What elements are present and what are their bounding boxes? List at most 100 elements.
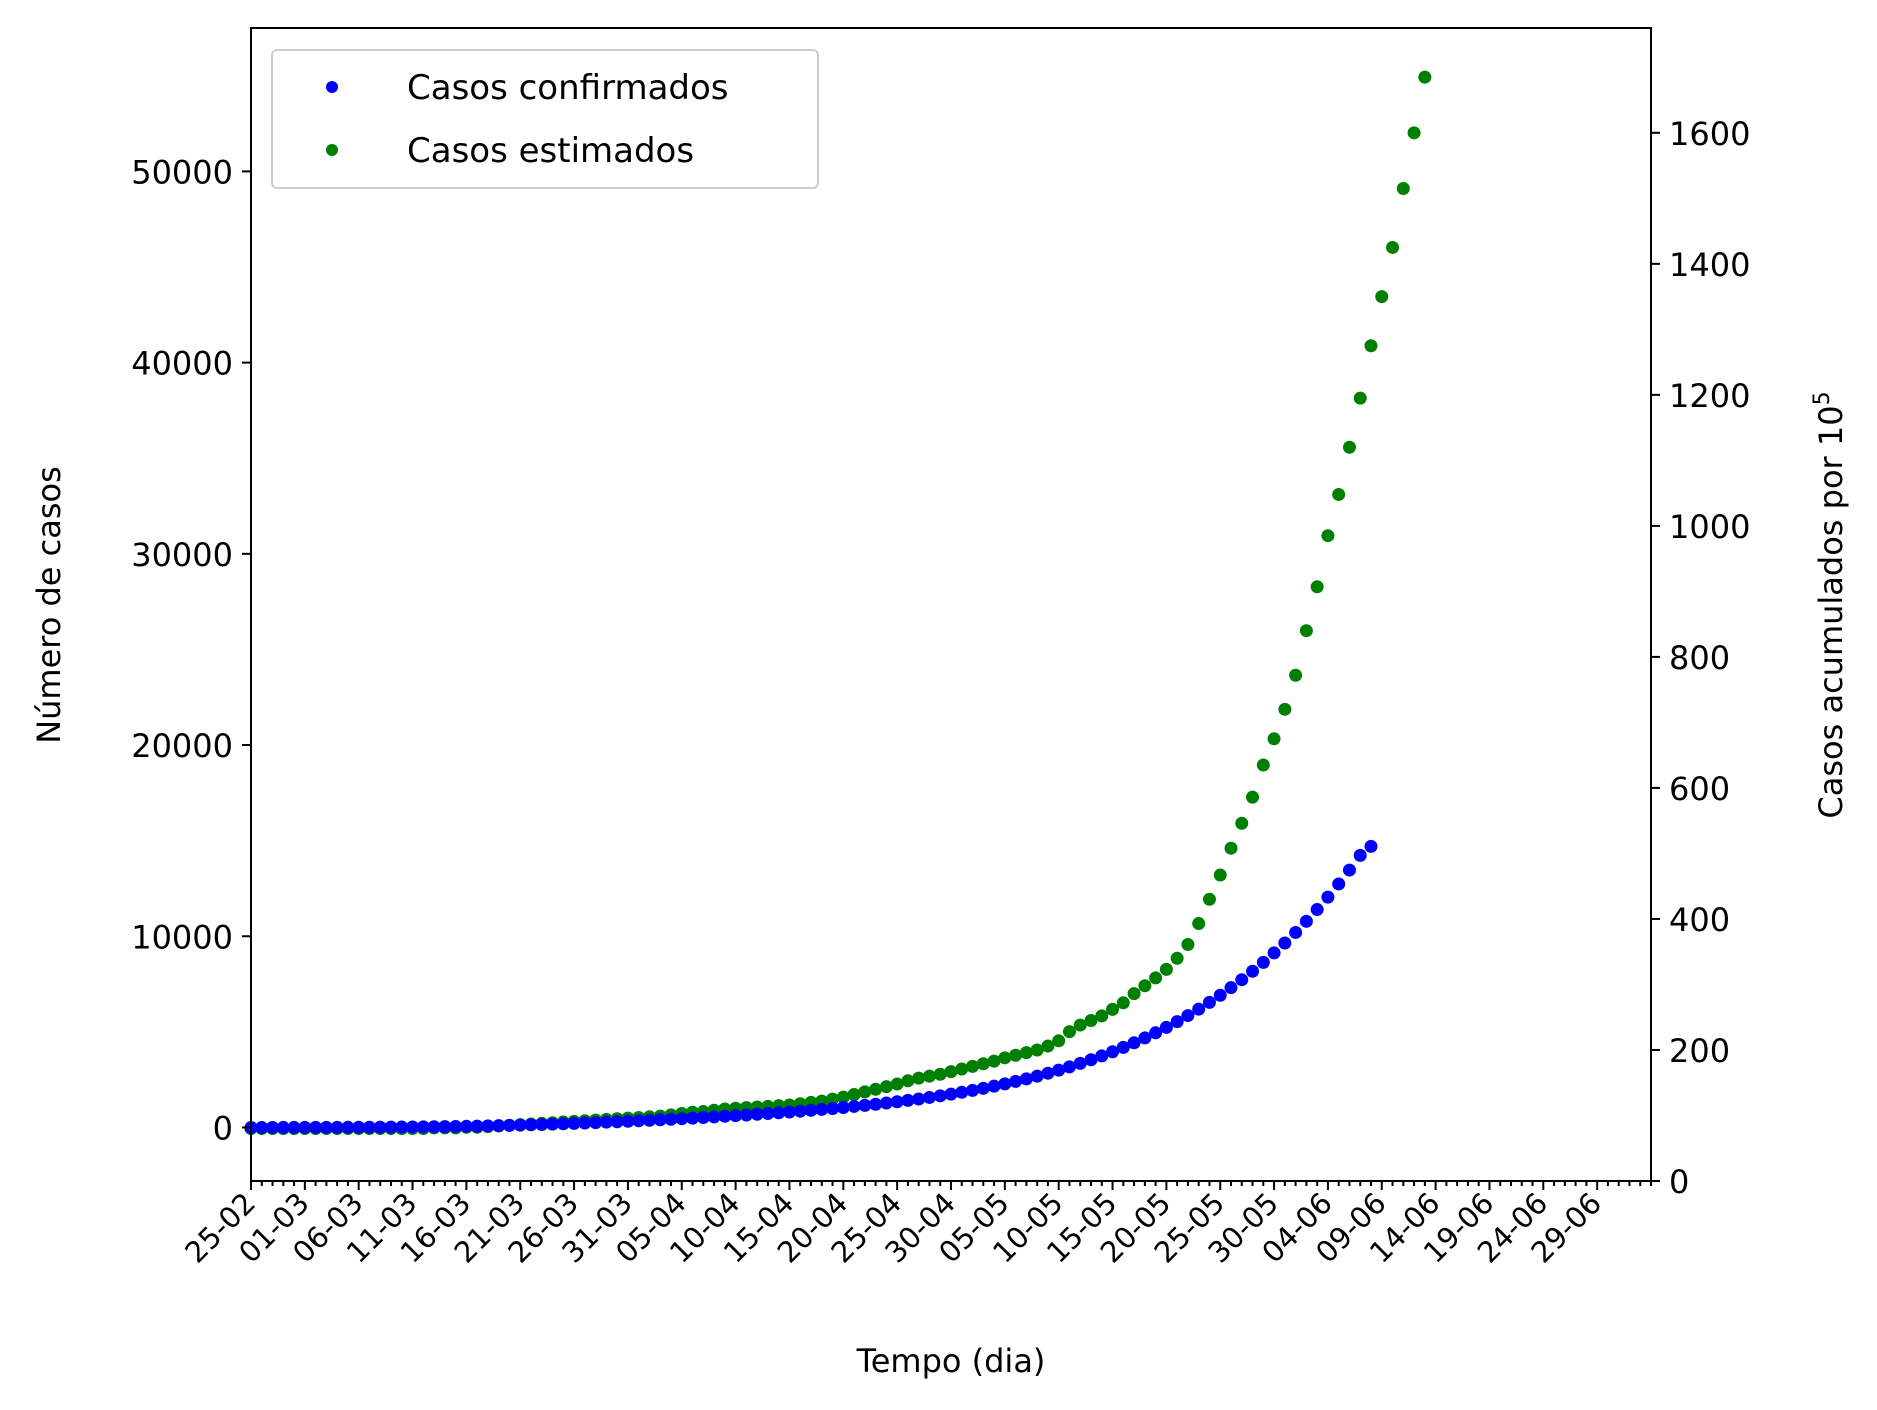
estimados-point	[955, 1062, 969, 1076]
confirmados-point	[1149, 1026, 1163, 1040]
confirmados-point	[696, 1111, 710, 1125]
confirmados-point	[578, 1116, 592, 1130]
confirmados-point	[815, 1102, 829, 1116]
confirmados-point	[1332, 877, 1346, 891]
confirmados-point	[718, 1109, 732, 1123]
estimados-point	[890, 1077, 904, 1091]
estimados-point	[1386, 240, 1400, 254]
confirmados-point	[890, 1095, 904, 1109]
confirmados-point	[1342, 863, 1356, 877]
estimados-point	[1407, 126, 1421, 140]
estimados-point	[869, 1082, 883, 1096]
confirmados-point	[976, 1081, 990, 1095]
right-axis-label: Casos acumulados por 105	[1810, 391, 1850, 818]
confirmados-point	[826, 1101, 840, 1115]
confirmados-point	[373, 1120, 387, 1134]
estimados-point	[1235, 816, 1249, 830]
confirmados-point	[922, 1090, 936, 1104]
confirmados-point	[330, 1120, 344, 1134]
legend-marker-casos-confirmados	[326, 81, 338, 93]
confirmados-point	[1246, 964, 1260, 978]
confirmados-point	[298, 1120, 312, 1134]
estimados-point	[1342, 440, 1356, 454]
estimados-point	[1106, 1002, 1120, 1016]
estimados-point	[987, 1054, 1001, 1068]
estimados-point	[1321, 529, 1335, 543]
estimados-point	[1073, 1018, 1087, 1032]
estimados-point	[1095, 1009, 1109, 1023]
confirmados-point	[492, 1119, 506, 1133]
confirmados-point	[556, 1117, 570, 1131]
estimados-point	[1030, 1043, 1044, 1057]
estimados-point	[1396, 182, 1410, 196]
confirmados-point	[1138, 1031, 1152, 1045]
confirmados-point	[879, 1096, 893, 1110]
estimados-point	[1299, 624, 1313, 638]
confirmados-point	[449, 1119, 463, 1133]
estimados-point	[922, 1069, 936, 1083]
estimados-point	[1138, 979, 1152, 993]
confirmados-point	[836, 1100, 850, 1114]
confirmados-point	[1106, 1045, 1120, 1059]
confirmados-point	[1192, 1002, 1206, 1016]
estimados-point	[933, 1067, 947, 1081]
confirmados-point	[675, 1112, 689, 1126]
estimados-point	[847, 1088, 861, 1102]
left-axis-tick-label: 40000	[131, 345, 233, 383]
right-axis-tick-label: 1400	[1669, 246, 1750, 284]
estimados-point	[1170, 951, 1184, 965]
series-casos-confirmados	[244, 839, 1378, 1134]
estimados-point	[1084, 1013, 1098, 1027]
estimados-point	[1246, 790, 1260, 804]
confirmados-point	[1267, 946, 1281, 960]
confirmados-point	[1073, 1056, 1087, 1070]
confirmados-point	[546, 1117, 560, 1131]
confirmados-point	[729, 1109, 743, 1123]
confirmados-point	[793, 1104, 807, 1118]
confirmados-point	[384, 1120, 398, 1134]
estimados-point	[1213, 868, 1227, 882]
estimados-point	[1267, 732, 1281, 746]
left-axis: 0 10000 20000 30000 40000 50000	[131, 153, 251, 1147]
confirmados-point	[481, 1119, 495, 1133]
estimados-point	[1009, 1048, 1023, 1062]
estimados-point	[998, 1051, 1012, 1065]
confirmados-point	[1095, 1049, 1109, 1063]
estimados-point	[1256, 758, 1270, 772]
estimados-point	[1364, 339, 1378, 353]
confirmados-point	[276, 1120, 290, 1134]
confirmados-point	[782, 1105, 796, 1119]
confirmados-point	[869, 1097, 883, 1111]
right-axis: 0 200 400 600 800 1000 1200 1400 1600	[1651, 115, 1750, 1201]
estimados-point	[858, 1085, 872, 1099]
estimados-point	[1375, 290, 1389, 304]
plot-background	[251, 28, 1651, 1181]
estimados-point	[1353, 391, 1367, 405]
confirmados-point	[933, 1089, 947, 1103]
right-axis-tick-label: 800	[1669, 639, 1730, 677]
left-axis-tick-label: 0	[213, 1109, 233, 1147]
confirmados-point	[1235, 973, 1249, 987]
right-axis-tick-label: 600	[1669, 770, 1730, 808]
confirmados-point	[1202, 995, 1216, 1009]
confirmados-point	[1256, 955, 1270, 969]
confirmados-point	[1364, 839, 1378, 853]
confirmados-point	[1181, 1009, 1195, 1023]
confirmados-point	[901, 1093, 915, 1107]
legend-box	[271, 49, 819, 189]
confirmados-point	[309, 1120, 323, 1134]
confirmados-point	[427, 1120, 441, 1134]
estimados-point	[879, 1080, 893, 1094]
confirmados-point	[255, 1120, 269, 1134]
confirmados-point	[1213, 988, 1227, 1002]
x-axis-label: Tempo (dia)	[856, 1342, 1046, 1380]
confirmados-point	[621, 1114, 635, 1128]
estimados-point	[944, 1065, 958, 1079]
confirmados-point	[750, 1107, 764, 1121]
confirmados-point	[567, 1116, 581, 1130]
estimados-point	[912, 1071, 926, 1085]
confirmados-point	[955, 1085, 969, 1099]
confirmados-point	[739, 1108, 753, 1122]
estimados-point	[836, 1090, 850, 1104]
